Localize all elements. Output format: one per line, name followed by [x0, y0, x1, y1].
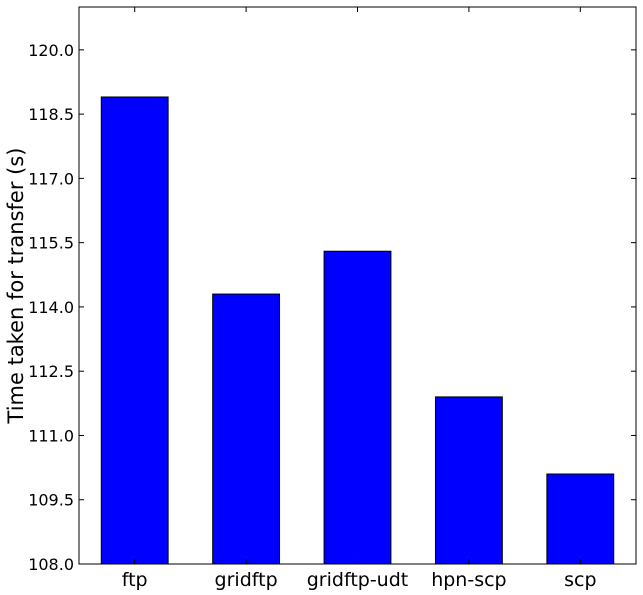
y-tick-label: 109.5 — [28, 491, 74, 510]
y-tick-label: 111.0 — [28, 426, 74, 445]
x-tick-label: gridftp — [215, 569, 278, 591]
plot-frame — [78, 6, 637, 565]
x-ticks-group: ftp gridftp gridftp-udt hpn-scp scp — [122, 7, 597, 591]
y-tick-label: 112.5 — [28, 362, 74, 381]
bar-hpn-scp — [434, 396, 503, 565]
x-tick-label: scp — [564, 569, 596, 591]
y-tick-label: 118.5 — [28, 105, 74, 124]
bar-gridftp-udt — [323, 250, 392, 565]
x-tick-label: ftp — [122, 569, 148, 591]
y-tick-label: 117.0 — [28, 169, 74, 188]
bar-gridftp — [212, 293, 281, 565]
x-tick-label: hpn-scp — [431, 569, 506, 591]
bar-scp — [546, 473, 615, 565]
x-tick-label: gridftp-udt — [307, 569, 409, 591]
y-tick-label: 120.0 — [28, 41, 74, 60]
y-ticks-group: 108.0 109.5 111.0 112.5 114.0 115.5 117.0 118.5… — [28, 41, 636, 574]
y-tick-label: 115.5 — [28, 234, 74, 253]
bars-group — [100, 96, 615, 565]
y-tick-label: 114.0 — [28, 298, 74, 317]
y-axis-label: Time taken for transfer (s) — [4, 148, 28, 425]
y-tick-label: 108.0 — [28, 555, 74, 574]
bar-ftp — [100, 96, 169, 565]
